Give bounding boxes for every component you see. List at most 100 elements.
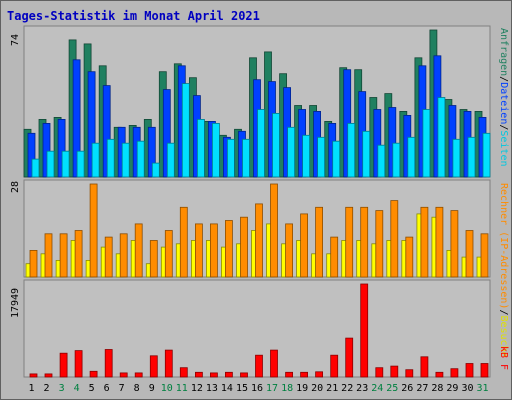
top-seiten-bar-day-8 xyxy=(136,140,145,178)
top-seiten-bar-day-3 xyxy=(61,150,70,178)
legend-dateien: Dateien xyxy=(498,82,509,124)
bot-kb-bar-day-26 xyxy=(405,369,414,378)
bot-kb-bar-day-10 xyxy=(164,349,173,378)
bot-kb-bar-day-23 xyxy=(360,283,369,378)
bot-kb-bar-day-24 xyxy=(375,367,384,378)
mid-rechner-bar-day-10 xyxy=(164,230,173,278)
top-seiten-bar-day-2 xyxy=(46,150,55,178)
legend-sep-1: / xyxy=(498,76,509,82)
top-seiten-bar-day-9 xyxy=(151,162,160,178)
top-seiten-bar-day-10 xyxy=(166,142,175,178)
bot-kb-bar-day-20 xyxy=(315,371,324,378)
x-label-day-26: 26 xyxy=(401,383,413,394)
top-dateien-bar-day-9 xyxy=(147,126,156,178)
mid-ymax-label: 28 xyxy=(10,181,21,193)
mid-rechner-bar-day-2 xyxy=(44,233,53,278)
top-dateien-bar-day-4 xyxy=(72,59,81,178)
top-seiten-bar-day-19 xyxy=(302,134,311,178)
x-label-day-12: 12 xyxy=(191,383,203,394)
mid-rechner-bar-day-4 xyxy=(74,230,83,278)
x-label-day-31: 31 xyxy=(476,383,488,394)
top-seiten-bar-day-25 xyxy=(392,142,401,178)
bot-kb-bar-day-2 xyxy=(44,373,53,378)
bot-kb-bar-day-15 xyxy=(240,372,248,378)
top-seiten-bar-day-7 xyxy=(121,142,130,178)
bot-kb-bar-day-22 xyxy=(345,337,354,378)
bot-kb-bar-day-11 xyxy=(179,367,188,378)
mid-rechner-bar-day-30 xyxy=(465,230,474,278)
top-seiten-bar-day-12 xyxy=(196,119,205,178)
x-label-day-14: 14 xyxy=(221,383,233,394)
chart-title: Tages-Statistik im Monat April 2021 xyxy=(7,9,260,23)
x-label-day-2: 2 xyxy=(43,383,49,394)
top-seiten-bar-day-26 xyxy=(407,136,416,178)
top-dateien-bar-day-5 xyxy=(87,71,96,178)
top-dateien-bar-day-10 xyxy=(162,89,171,178)
top-seiten-bar-day-1 xyxy=(31,158,40,178)
mid-rechner-bar-day-18 xyxy=(285,223,294,278)
top-seiten-bar-day-30 xyxy=(467,136,476,178)
x-label-day-19: 19 xyxy=(296,383,308,394)
x-label-day-3: 3 xyxy=(59,383,65,394)
top-dateien-bar-day-3 xyxy=(57,119,66,178)
top-seiten-bar-day-11 xyxy=(181,83,190,178)
bot-kb-bar-day-16 xyxy=(255,354,263,378)
bot-kb-bar-day-19 xyxy=(300,371,309,378)
top-dateien-bar-day-1 xyxy=(27,132,36,178)
legend-anfragen: Anfragen xyxy=(498,28,509,76)
x-axis-labels: 1 2 3 4 5 6 7 8 9 10 11 12 13 14 15 16 17 18 19 20 21 22 23 24 2… xyxy=(28,383,488,394)
x-label-day-23: 23 xyxy=(356,383,368,394)
mid-rechner-bar-day-11 xyxy=(179,206,188,278)
legend-kbf: kB F xyxy=(498,346,509,370)
legend-sep-3: / xyxy=(498,309,509,315)
bot-kb-bar-day-14 xyxy=(224,371,233,378)
x-label-day-20: 20 xyxy=(311,383,323,394)
top-dateien-bar-day-2 xyxy=(42,123,51,178)
bot-kb-bar-day-17 xyxy=(270,349,278,378)
top-seiten-bar-day-28 xyxy=(437,97,446,178)
x-label-day-9: 9 xyxy=(149,383,155,394)
mid-rechner-bar-day-27 xyxy=(420,206,429,278)
legend-rechner: Rechner (IP-Adressen) xyxy=(498,183,509,309)
mid-legend: Rechner (IP-Adressen)/Besuche xyxy=(498,183,509,358)
mid-rechner-bar-day-21 xyxy=(330,236,339,278)
top-ymax-label: 74 xyxy=(10,34,21,46)
x-label-day-27: 27 xyxy=(416,383,428,394)
mid-rechner-bar-day-13 xyxy=(209,223,218,278)
legend-seiten: Seiten xyxy=(498,130,509,166)
x-label-day-13: 13 xyxy=(206,383,218,394)
legend-besuche: Besuche xyxy=(498,315,509,357)
top-seiten-bar-day-4 xyxy=(76,150,85,178)
x-label-day-18: 18 xyxy=(281,383,293,394)
top-dateien-bar-day-6 xyxy=(102,85,111,178)
mid-rechner-bar-day-5 xyxy=(89,183,98,278)
bars-group xyxy=(23,29,491,378)
mid-rechner-bar-day-22 xyxy=(345,206,354,278)
x-label-day-1: 1 xyxy=(28,383,34,394)
top-legend: Anfragen/Dateien/Seiten xyxy=(498,28,509,167)
top-seiten-bar-day-6 xyxy=(106,138,115,178)
bot-kb-bar-day-29 xyxy=(450,368,459,378)
x-label-day-17: 17 xyxy=(266,383,278,394)
bot-kb-bar-day-25 xyxy=(390,365,399,378)
x-label-day-7: 7 xyxy=(119,383,125,394)
top-seiten-bar-day-27 xyxy=(422,109,431,178)
mid-rechner-bar-day-28 xyxy=(435,206,444,278)
top-seiten-bar-day-29 xyxy=(452,138,461,178)
top-seiten-bar-day-20 xyxy=(317,136,326,178)
bot-kb-bar-day-9 xyxy=(149,355,158,378)
x-label-day-30: 30 xyxy=(461,383,473,394)
x-label-day-11: 11 xyxy=(176,383,188,394)
mid-rechner-bar-day-25 xyxy=(390,200,399,278)
bot-kb-bar-day-7 xyxy=(119,372,128,378)
bot-kb-bar-day-30 xyxy=(465,363,474,378)
mid-rechner-bar-day-1 xyxy=(29,249,38,278)
bot-kb-bar-day-8 xyxy=(134,372,143,378)
mid-rechner-bar-day-15 xyxy=(240,216,248,278)
bot-kb-bar-day-27 xyxy=(420,356,429,378)
mid-rechner-bar-day-29 xyxy=(450,210,459,278)
mid-rechner-bar-day-24 xyxy=(375,210,384,278)
bot-kb-bar-day-31 xyxy=(480,363,489,378)
mid-rechner-bar-day-9 xyxy=(149,240,158,278)
bot-kb-bar-day-18 xyxy=(285,371,294,378)
